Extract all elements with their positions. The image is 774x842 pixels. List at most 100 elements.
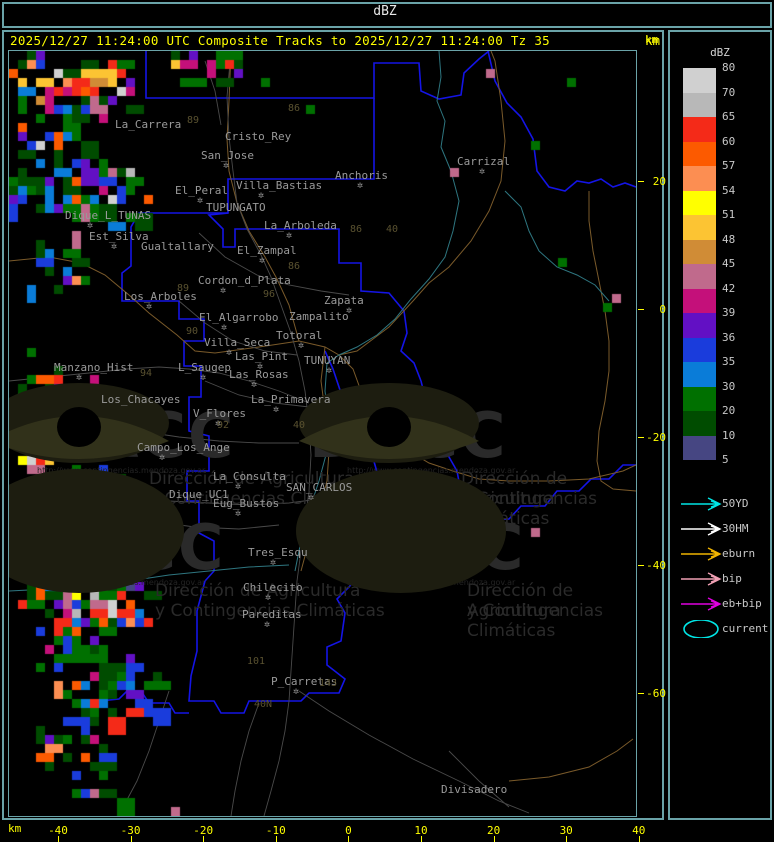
city-marker-icon: ✲ xyxy=(200,372,207,383)
city-marker-icon: ✲ xyxy=(479,166,486,177)
color-band xyxy=(683,337,716,362)
city-marker-icon: ✲ xyxy=(223,160,230,171)
color-band xyxy=(683,435,716,460)
road-number-label: 40 xyxy=(293,420,306,431)
city-label: TUPUNGATO xyxy=(206,201,266,214)
color-band xyxy=(683,239,716,264)
city-label: Chilecito xyxy=(243,581,303,594)
x-axis-tick-label: -30 xyxy=(120,824,141,837)
city-label: Dique_L_TUNAS xyxy=(65,209,152,222)
city-marker-icon: ✲ xyxy=(111,241,118,252)
radar-timestamp-header: 2025/12/27 11:24:00 UTC Composite Tracks… xyxy=(10,33,550,48)
x-axis-tick-label: -20 xyxy=(193,824,214,837)
x-axis-tick-label: 0 xyxy=(345,824,352,837)
x-axis-tick-mark xyxy=(421,836,422,842)
color-band xyxy=(683,264,716,289)
arrow-icon xyxy=(681,572,722,586)
ellipse-icon xyxy=(683,620,719,638)
city-marker-icon: ✲ xyxy=(215,418,222,429)
city-label: Villa_Seca xyxy=(204,336,271,349)
x-axis-tick-label: 20 xyxy=(486,824,501,837)
city-marker-icon: ✲ xyxy=(221,322,228,333)
city-marker-icon: ✲ xyxy=(87,220,94,231)
color-band xyxy=(683,362,716,387)
city-label: Carrizal xyxy=(457,155,510,168)
city-label: Villa_Bastias xyxy=(236,179,323,192)
city-label: El_Peral xyxy=(175,184,228,197)
color-scale-value: 10 xyxy=(722,428,736,442)
city-label: Pareditas xyxy=(242,608,302,621)
city-marker-icon: ✲ xyxy=(293,686,300,697)
color-scale-value: 54 xyxy=(722,183,736,197)
arrow-icon xyxy=(681,597,722,611)
city-label: Gualtallary xyxy=(141,240,214,253)
color-scale-bar[interactable] xyxy=(683,68,716,460)
y-axis-tick-mark xyxy=(638,693,644,694)
city-marker-icon: ✲ xyxy=(159,452,166,463)
color-band xyxy=(683,117,716,142)
city-label: La_Arboleda xyxy=(264,219,337,232)
map-plot-area[interactable]: DACC DACC Dirección de Agricultura y Con… xyxy=(8,50,637,817)
city-label: El_Zampal xyxy=(237,244,297,257)
road-number-label: 101 xyxy=(247,656,266,667)
road-number-label: 90 xyxy=(186,326,199,337)
city-label: La_Consulta xyxy=(213,470,286,483)
city-label: Campo_Los_Ange xyxy=(137,441,230,454)
x-axis-tick-label: 10 xyxy=(414,824,428,837)
window-title: dBZ xyxy=(373,4,397,19)
city-marker-icon: ✲ xyxy=(76,372,83,383)
road-number-label: 40N xyxy=(254,699,273,710)
city-marker-icon: ✲ xyxy=(346,305,353,316)
city-marker-icon: ✲ xyxy=(259,255,266,266)
color-band xyxy=(683,141,716,166)
x-axis-tick-mark xyxy=(130,836,132,842)
city-label: Las_Rosas xyxy=(229,368,289,381)
city-label: Los_Arboles xyxy=(124,290,197,303)
city-marker-icon: ✲ xyxy=(220,285,227,296)
color-band xyxy=(683,166,716,191)
y-axis-tick-mark xyxy=(638,181,644,182)
y-axis-tick-label: 0 xyxy=(659,303,666,316)
city-label: San_Jose xyxy=(201,149,254,162)
color-scale-value: 48 xyxy=(722,232,736,246)
title-bar xyxy=(2,2,772,28)
color-band xyxy=(683,92,716,117)
city-marker-icon: ✲ xyxy=(265,592,272,603)
color-scale-value: 45 xyxy=(722,257,736,270)
x-axis-tick-label: 30 xyxy=(559,824,573,837)
city-label: L_Saugep xyxy=(178,361,231,374)
x-axis-unit-label: km xyxy=(8,822,22,835)
color-scale-value: 42 xyxy=(722,281,736,295)
color-scale-value: 20 xyxy=(722,404,736,417)
city-label: P_Carretas xyxy=(271,675,338,688)
color-scale-value: 80 xyxy=(722,61,736,74)
road-number-label: 86 xyxy=(288,103,301,114)
x-axis-tick-mark xyxy=(58,836,59,842)
y-axis-unit-label: km xyxy=(645,33,659,46)
city-marker-icon: ✲ xyxy=(226,347,233,358)
track-legend-label: 30HM xyxy=(722,522,749,535)
city-label: Cristo_Rey xyxy=(225,130,292,143)
x-axis-tick-label: -10 xyxy=(265,824,286,837)
city-label: Cordon_d_Plata xyxy=(198,274,291,287)
city-label: V_Flores xyxy=(193,407,246,420)
city-marker-icon: ✲ xyxy=(270,557,277,568)
arrow-icon xyxy=(681,522,722,536)
city-marker-icon: ✲ xyxy=(251,379,258,390)
y-axis-tick-label: 20 xyxy=(652,175,666,188)
color-scale-value: 5 xyxy=(722,453,729,466)
city-label: Manzano_Hist xyxy=(54,361,134,374)
track-legend-label: eburn xyxy=(722,547,756,560)
track-legend-label: 50YD xyxy=(722,497,749,510)
city-marker-icon: ✲ xyxy=(286,230,293,241)
x-axis-tick-mark xyxy=(203,836,205,842)
color-scale-value: 60 xyxy=(722,134,736,148)
color-scale-value: 70 xyxy=(722,85,736,99)
city-label: Totoral xyxy=(276,329,323,342)
y-axis-tick-label: -40 xyxy=(646,559,666,572)
city-marker-icon: ✲ xyxy=(264,619,271,630)
arrow-icon xyxy=(681,547,722,561)
city-label: Tres_Esqu xyxy=(248,546,308,559)
city-label: Eug_Bustos xyxy=(213,497,280,510)
